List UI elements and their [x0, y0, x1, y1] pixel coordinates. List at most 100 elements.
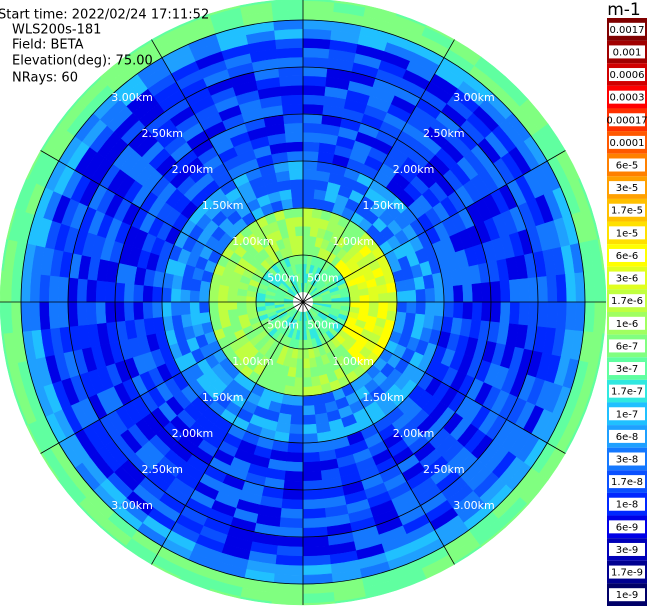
range-gate — [245, 301, 256, 309]
range-gate — [302, 442, 320, 454]
range-gate — [271, 592, 304, 604]
range-gate — [415, 301, 427, 316]
range-gate — [85, 279, 97, 303]
colorbar-label: 3e-8 — [616, 455, 639, 466]
range-gate — [291, 197, 304, 209]
colorbar-label-bg — [609, 271, 645, 285]
range-gate — [302, 197, 315, 209]
range-gate — [280, 508, 304, 520]
colorbar-label: 3e-5 — [616, 183, 639, 194]
range-gate — [189, 301, 200, 315]
range-gate — [396, 290, 408, 303]
range-gate — [302, 122, 322, 134]
azimuth-line — [151, 39, 304, 303]
range-gate — [302, 84, 326, 96]
azimuth-line — [302, 301, 566, 454]
azimuth-line — [302, 39, 455, 303]
range-gate — [509, 301, 521, 325]
range-gate — [302, 508, 326, 520]
range-gate — [170, 301, 182, 317]
range-gate — [289, 178, 304, 190]
range-gate — [277, 56, 304, 68]
header: Start time: 2022/02/24 17:11:52 WLS200s-… — [0, 8, 209, 86]
colorbar-label: 0.0006 — [610, 70, 645, 81]
heatmap — [0, 0, 607, 606]
range-gate — [95, 280, 107, 303]
range-gate — [555, 301, 568, 330]
range-gate — [293, 216, 304, 227]
range-label: 1.00km — [332, 235, 374, 248]
range-gate — [284, 470, 304, 482]
range-gate — [302, 386, 314, 397]
colorbar-label-bg — [609, 22, 645, 36]
range-gate — [286, 150, 304, 162]
colorbar-label-bg — [609, 45, 645, 59]
range-gate — [208, 291, 219, 303]
range-label: 1.00km — [232, 355, 274, 368]
range-gate — [537, 301, 549, 328]
range-gate — [387, 301, 398, 313]
range-gate — [294, 367, 304, 379]
range-gate — [104, 301, 116, 323]
colorbar-label-bg — [609, 226, 645, 240]
range-gate — [302, 498, 325, 510]
range-labels: 500m 500m 500m 500m 1.00km 1.00km 1.00km 1.00km… — [111, 91, 495, 512]
colorbar-label-bg — [609, 588, 645, 602]
range-label: 2.00km — [172, 427, 214, 440]
range-gate — [302, 56, 329, 68]
range-gate — [123, 301, 135, 321]
range-gate — [295, 358, 304, 369]
range-gate — [302, 207, 314, 218]
colorbar-label-bg — [609, 158, 645, 172]
range-gate — [295, 235, 304, 246]
range-gate — [302, 188, 316, 199]
range-gate — [368, 293, 380, 303]
range-gate — [95, 301, 107, 324]
range-label: 2.50km — [141, 127, 183, 140]
range-gate — [285, 451, 304, 463]
range-gate — [302, 414, 317, 426]
range-gate — [288, 423, 304, 435]
colorbar-label-bg — [609, 407, 645, 421]
range-gate — [282, 489, 304, 501]
range-gate — [302, 349, 310, 360]
range-gate — [38, 301, 51, 330]
polar-grid — [0, 0, 606, 605]
range-gate — [277, 536, 304, 548]
range-gate — [546, 301, 558, 329]
range-gate — [271, 0, 304, 3]
range-gate — [565, 273, 577, 303]
range-gate — [132, 284, 144, 303]
range-gate — [274, 28, 304, 40]
range-gate — [170, 287, 182, 303]
range-gate — [57, 301, 69, 328]
range-gate — [359, 294, 370, 303]
range-gate — [291, 395, 304, 407]
range-gate — [29, 273, 41, 303]
range-gate — [285, 141, 304, 153]
colorbar-label: 6e-8 — [616, 432, 639, 443]
range-gate — [302, 461, 321, 473]
range-gate — [302, 94, 325, 106]
colorbar-label: 1.7e-7 — [611, 387, 643, 398]
start-time: Start time: 2022/02/24 17:11:52 — [0, 8, 209, 23]
range-gate — [57, 276, 69, 303]
range-gate — [359, 301, 370, 310]
range-gate — [264, 301, 275, 307]
range-gate — [302, 451, 321, 463]
range-gate — [281, 198, 294, 210]
colorbar-label-bg — [609, 475, 645, 489]
colorbar-label: 1e-5 — [616, 228, 639, 239]
range-label: 500m — [267, 319, 299, 332]
azimuth-line — [151, 301, 304, 565]
range-gate — [462, 284, 474, 303]
colorbar-label: 0.00017 — [606, 115, 647, 126]
range-gate — [376, 284, 388, 295]
colorbar-label-bg — [609, 181, 645, 195]
range-gate — [406, 301, 417, 315]
range-gate — [518, 278, 530, 303]
range-gate — [236, 294, 247, 303]
range-gate — [302, 367, 312, 379]
range-gate — [302, 216, 313, 227]
colorbar-label: 0.0003 — [610, 93, 645, 104]
